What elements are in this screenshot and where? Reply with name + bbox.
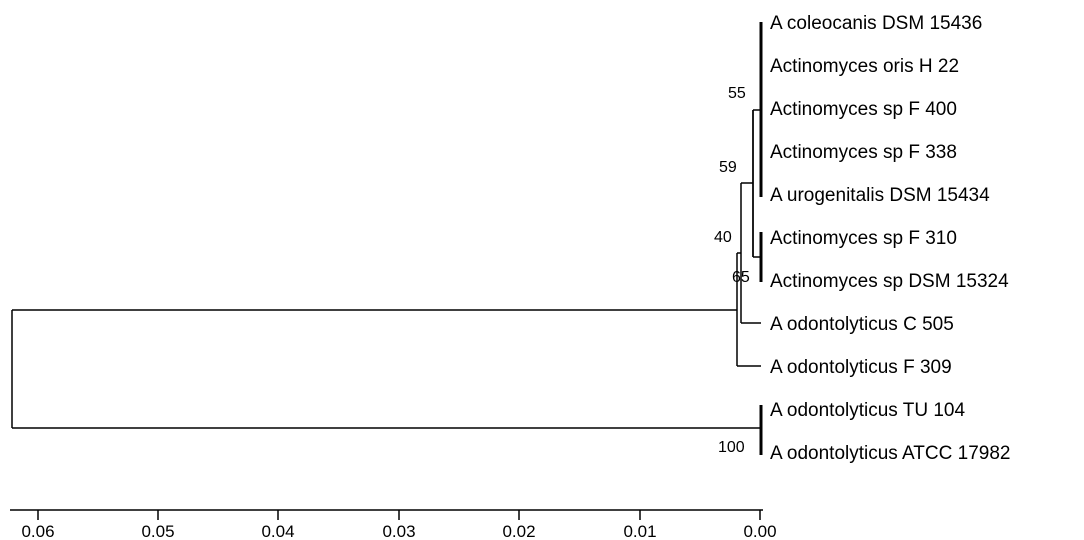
leaf-label: Actinomyces sp F 338 <box>770 142 957 163</box>
leaf-label: Actinomyces sp F 400 <box>770 99 957 120</box>
scale-tick-label: 0.03 <box>382 522 415 540</box>
bootstrap-labels: 55 59 40 65 100 <box>714 85 750 456</box>
leaf-label: A urogenitalis DSM 15434 <box>770 185 990 206</box>
bootstrap-value: 55 <box>728 85 746 102</box>
leaf-label: Actinomyces oris H 22 <box>770 56 959 77</box>
bootstrap-value: 59 <box>719 159 737 176</box>
leaf-label: A odontolyticus TU 104 <box>770 400 965 421</box>
scale-tick-label: 0.05 <box>141 522 174 540</box>
scale-tick-label: 0.00 <box>743 522 776 540</box>
leaf-labels: A coleocanis DSM 15436 Actinomyces oris … <box>770 13 1010 464</box>
scale-tick-label: 0.01 <box>623 522 656 540</box>
bootstrap-value: 100 <box>718 439 745 456</box>
scale-tick-label: 0.02 <box>502 522 535 540</box>
leaf-label: Actinomyces sp DSM 15324 <box>770 271 1009 292</box>
bootstrap-value: 40 <box>714 229 732 246</box>
leaf-label: A odontolyticus C 505 <box>770 314 954 335</box>
tree-branches <box>11 109 761 429</box>
scale-axis: 0.06 0.05 0.04 0.03 0.02 0.01 0.00 <box>10 509 777 540</box>
scale-tick-label: 0.04 <box>261 522 294 540</box>
scale-tick-label: 0.06 <box>21 522 54 540</box>
leaf-label: Actinomyces sp F 310 <box>770 228 957 249</box>
leaf-label: A odontolyticus ATCC 17982 <box>770 443 1010 464</box>
bootstrap-value: 65 <box>732 269 750 286</box>
leaf-label: A coleocanis DSM 15436 <box>770 13 982 34</box>
leaf-label: A odontolyticus F 309 <box>770 357 952 378</box>
